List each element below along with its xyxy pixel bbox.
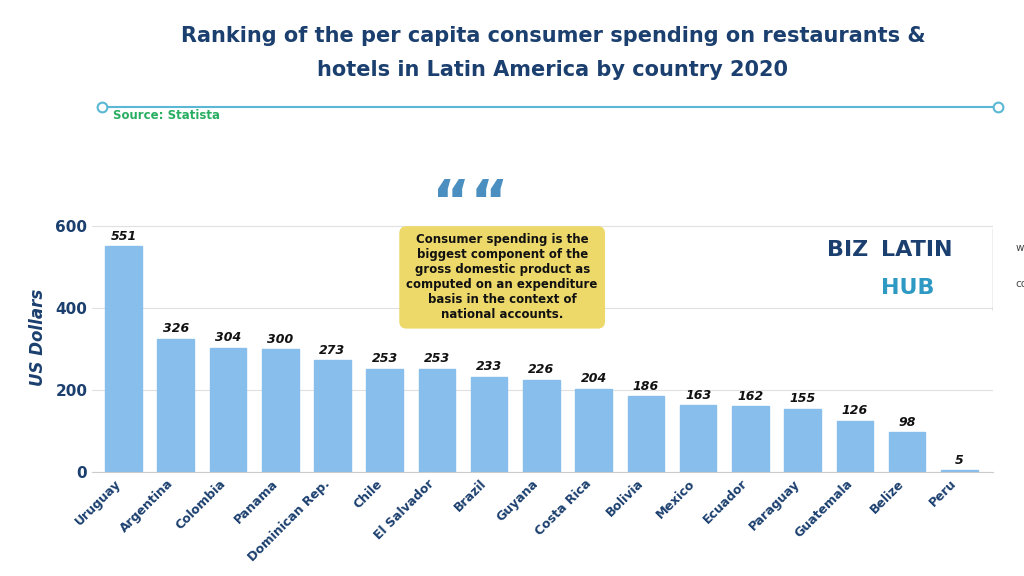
Text: 304: 304 <box>215 331 241 344</box>
Bar <box>210 348 246 472</box>
Text: 186: 186 <box>633 380 659 393</box>
Text: 300: 300 <box>267 333 293 346</box>
Text: Ranking of the per capita consumer spending on restaurants &: Ranking of the per capita consumer spend… <box>180 26 926 46</box>
Text: 273: 273 <box>319 344 345 357</box>
Text: 326: 326 <box>163 323 188 335</box>
Text: HUB: HUB <box>881 278 934 298</box>
Y-axis label: US Dollars: US Dollars <box>29 289 47 385</box>
Text: 126: 126 <box>842 404 868 418</box>
Text: 204: 204 <box>581 372 607 385</box>
Bar <box>419 369 456 472</box>
Bar <box>837 420 873 472</box>
Bar <box>523 380 560 472</box>
Text: 253: 253 <box>424 353 451 365</box>
Bar <box>262 349 299 472</box>
Bar <box>105 247 141 472</box>
Bar <box>680 406 717 472</box>
Text: BIZ: BIZ <box>826 240 867 260</box>
Text: hotels in Latin America by country 2020: hotels in Latin America by country 2020 <box>317 60 788 81</box>
Bar <box>575 389 612 472</box>
Bar <box>784 409 821 472</box>
Bar <box>732 406 769 472</box>
Bar <box>628 396 665 472</box>
Text: 551: 551 <box>111 230 136 243</box>
Text: 155: 155 <box>790 392 816 406</box>
Text: 226: 226 <box>528 363 555 376</box>
Bar <box>889 432 926 472</box>
Bar <box>471 377 508 472</box>
Bar <box>314 361 351 472</box>
Text: www.bizlatinhub.com: www.bizlatinhub.com <box>1016 242 1024 253</box>
Text: Consumer spending is the
biggest component of the
gross domestic product as
comp: Consumer spending is the biggest compone… <box>407 233 598 321</box>
Text: LATIN: LATIN <box>881 240 952 260</box>
Text: Source: Statista: Source: Statista <box>113 109 219 123</box>
Text: 98: 98 <box>898 416 915 429</box>
Text: 162: 162 <box>737 389 764 403</box>
Bar <box>941 470 978 472</box>
Text: 5: 5 <box>955 454 964 467</box>
Text: 253: 253 <box>372 353 397 365</box>
Text: contact@bizlatinhub.com: contact@bizlatinhub.com <box>1016 278 1024 288</box>
Text: 163: 163 <box>685 389 712 402</box>
Text: ““: ““ <box>432 177 509 234</box>
Text: 233: 233 <box>476 361 503 373</box>
Bar <box>367 369 403 472</box>
Bar <box>158 339 194 472</box>
